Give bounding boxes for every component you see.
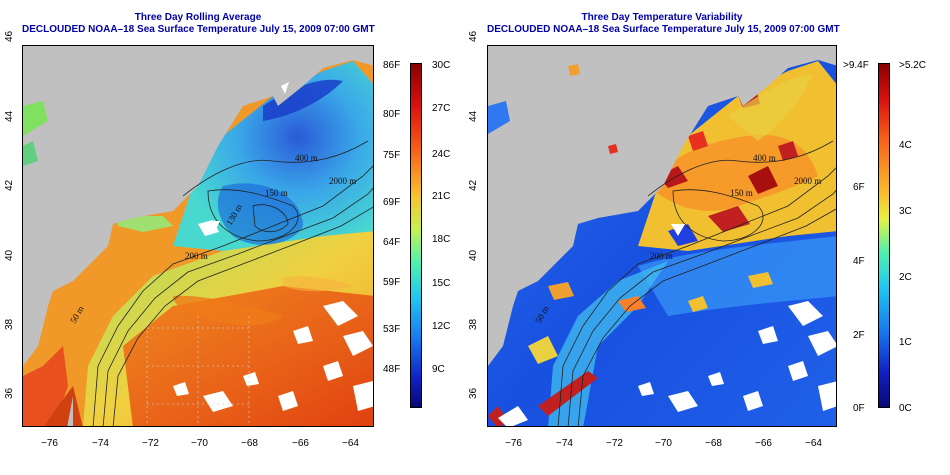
right-x-tick-64: −64	[805, 438, 822, 449]
right-contour-label-400m: 400 m	[753, 153, 776, 163]
right-variability-colorbar	[878, 63, 890, 408]
left-marker-georges-bank	[210, 221, 220, 231]
left-sst-map: 400 m 150 m 130 m 2000 m 200 m 50 m	[22, 45, 374, 427]
right-contour-label-200m: 200 m	[650, 251, 673, 261]
right-cbar-f-6: 6F	[853, 182, 865, 193]
right-y-tick-40: 40	[468, 249, 479, 261]
left-contour-label-2000m: 2000 m	[329, 176, 356, 186]
left-y-tick-44: 44	[4, 110, 15, 122]
left-cbar-c-30: 30C	[432, 60, 451, 71]
left-cbar-c-21: 21C	[432, 191, 451, 202]
left-contour-label-150m: 150 m	[265, 188, 288, 198]
right-contour-label-2000m: 2000 m	[794, 176, 821, 186]
right-x-tick-76: −76	[505, 438, 522, 449]
right-cbar-f-max: >9.4F	[843, 60, 869, 71]
left-cbar-c-18: 18C	[432, 234, 451, 245]
right-cbar-c-max: >5.2C	[899, 60, 926, 71]
right-x-tick-74: −74	[556, 438, 573, 449]
left-cbar-f-59: 59F	[383, 277, 401, 288]
right-x-tick-66: −66	[755, 438, 772, 449]
left-y-tick-42: 42	[4, 179, 15, 191]
left-contour-label-200m: 200 m	[185, 251, 208, 261]
left-contour-label-400m: 400 m	[295, 153, 318, 163]
left-cbar-f-75: 75F	[383, 150, 401, 161]
right-title-line2: DECLOUDED NOAA–18 Sea Surface Temperatur…	[487, 24, 840, 35]
left-cbar-c-12: 12C	[432, 321, 451, 332]
left-cbar-c-9: 9C	[432, 364, 445, 375]
left-y-tick-40: 40	[4, 249, 15, 261]
right-y-tick-42: 42	[468, 179, 479, 191]
left-cbar-f-80: 80F	[383, 109, 401, 120]
left-x-tick-72: −72	[142, 438, 159, 449]
right-cbar-f-4: 4F	[853, 256, 865, 267]
left-cbar-c-24: 24C	[432, 149, 451, 160]
left-sst-colorbar	[410, 63, 422, 408]
right-variability-map: 400 m 150 m 2000 m 200 m 50 m	[487, 45, 837, 427]
right-x-tick-68: −68	[705, 438, 722, 449]
right-y-tick-44: 44	[468, 110, 479, 122]
left-x-tick-66: −66	[292, 438, 309, 449]
right-title-line1: Three Day Temperature Variability	[581, 12, 743, 23]
left-x-tick-68: −68	[241, 438, 258, 449]
right-cbar-f-2: 2F	[853, 330, 865, 341]
right-cbar-c-4: 4C	[899, 140, 912, 151]
right-marker-georges-bank	[671, 224, 685, 236]
right-cbar-c-0: 0C	[899, 403, 912, 414]
left-x-tick-74: −74	[92, 438, 109, 449]
left-title-line1: Three Day Rolling Average	[134, 12, 262, 23]
left-cbar-f-69: 69F	[383, 197, 401, 208]
right-cbar-f-0: 0F	[853, 403, 865, 414]
right-y-tick-46: 46	[468, 30, 479, 42]
left-y-tick-46: 46	[4, 30, 15, 42]
right-contour-label-150m: 150 m	[730, 188, 753, 198]
left-cbar-f-53: 53F	[383, 324, 401, 335]
left-title-line2: DECLOUDED NOAA–18 Sea Surface Temperatur…	[22, 24, 375, 35]
right-cbar-c-1: 1C	[899, 337, 912, 348]
right-y-tick-36: 36	[468, 387, 479, 399]
left-cbar-c-27: 27C	[432, 103, 451, 114]
left-cbar-f-48: 48F	[383, 364, 401, 375]
left-marker-gulf-of-maine	[281, 82, 289, 94]
right-cbar-c-3: 3C	[899, 206, 912, 217]
left-cbar-f-64: 64F	[383, 237, 401, 248]
left-cbar-c-15: 15C	[432, 278, 451, 289]
right-x-tick-72: −72	[606, 438, 623, 449]
right-cbar-c-2: 2C	[899, 272, 912, 283]
right-x-tick-70: −70	[655, 438, 672, 449]
left-x-tick-70: −70	[191, 438, 208, 449]
left-cbar-f-86: 86F	[383, 60, 401, 71]
right-y-tick-38: 38	[468, 318, 479, 330]
left-y-tick-38: 38	[4, 318, 15, 330]
left-y-tick-36: 36	[4, 387, 15, 399]
left-x-tick-64: −64	[342, 438, 359, 449]
left-x-tick-76: −76	[41, 438, 58, 449]
